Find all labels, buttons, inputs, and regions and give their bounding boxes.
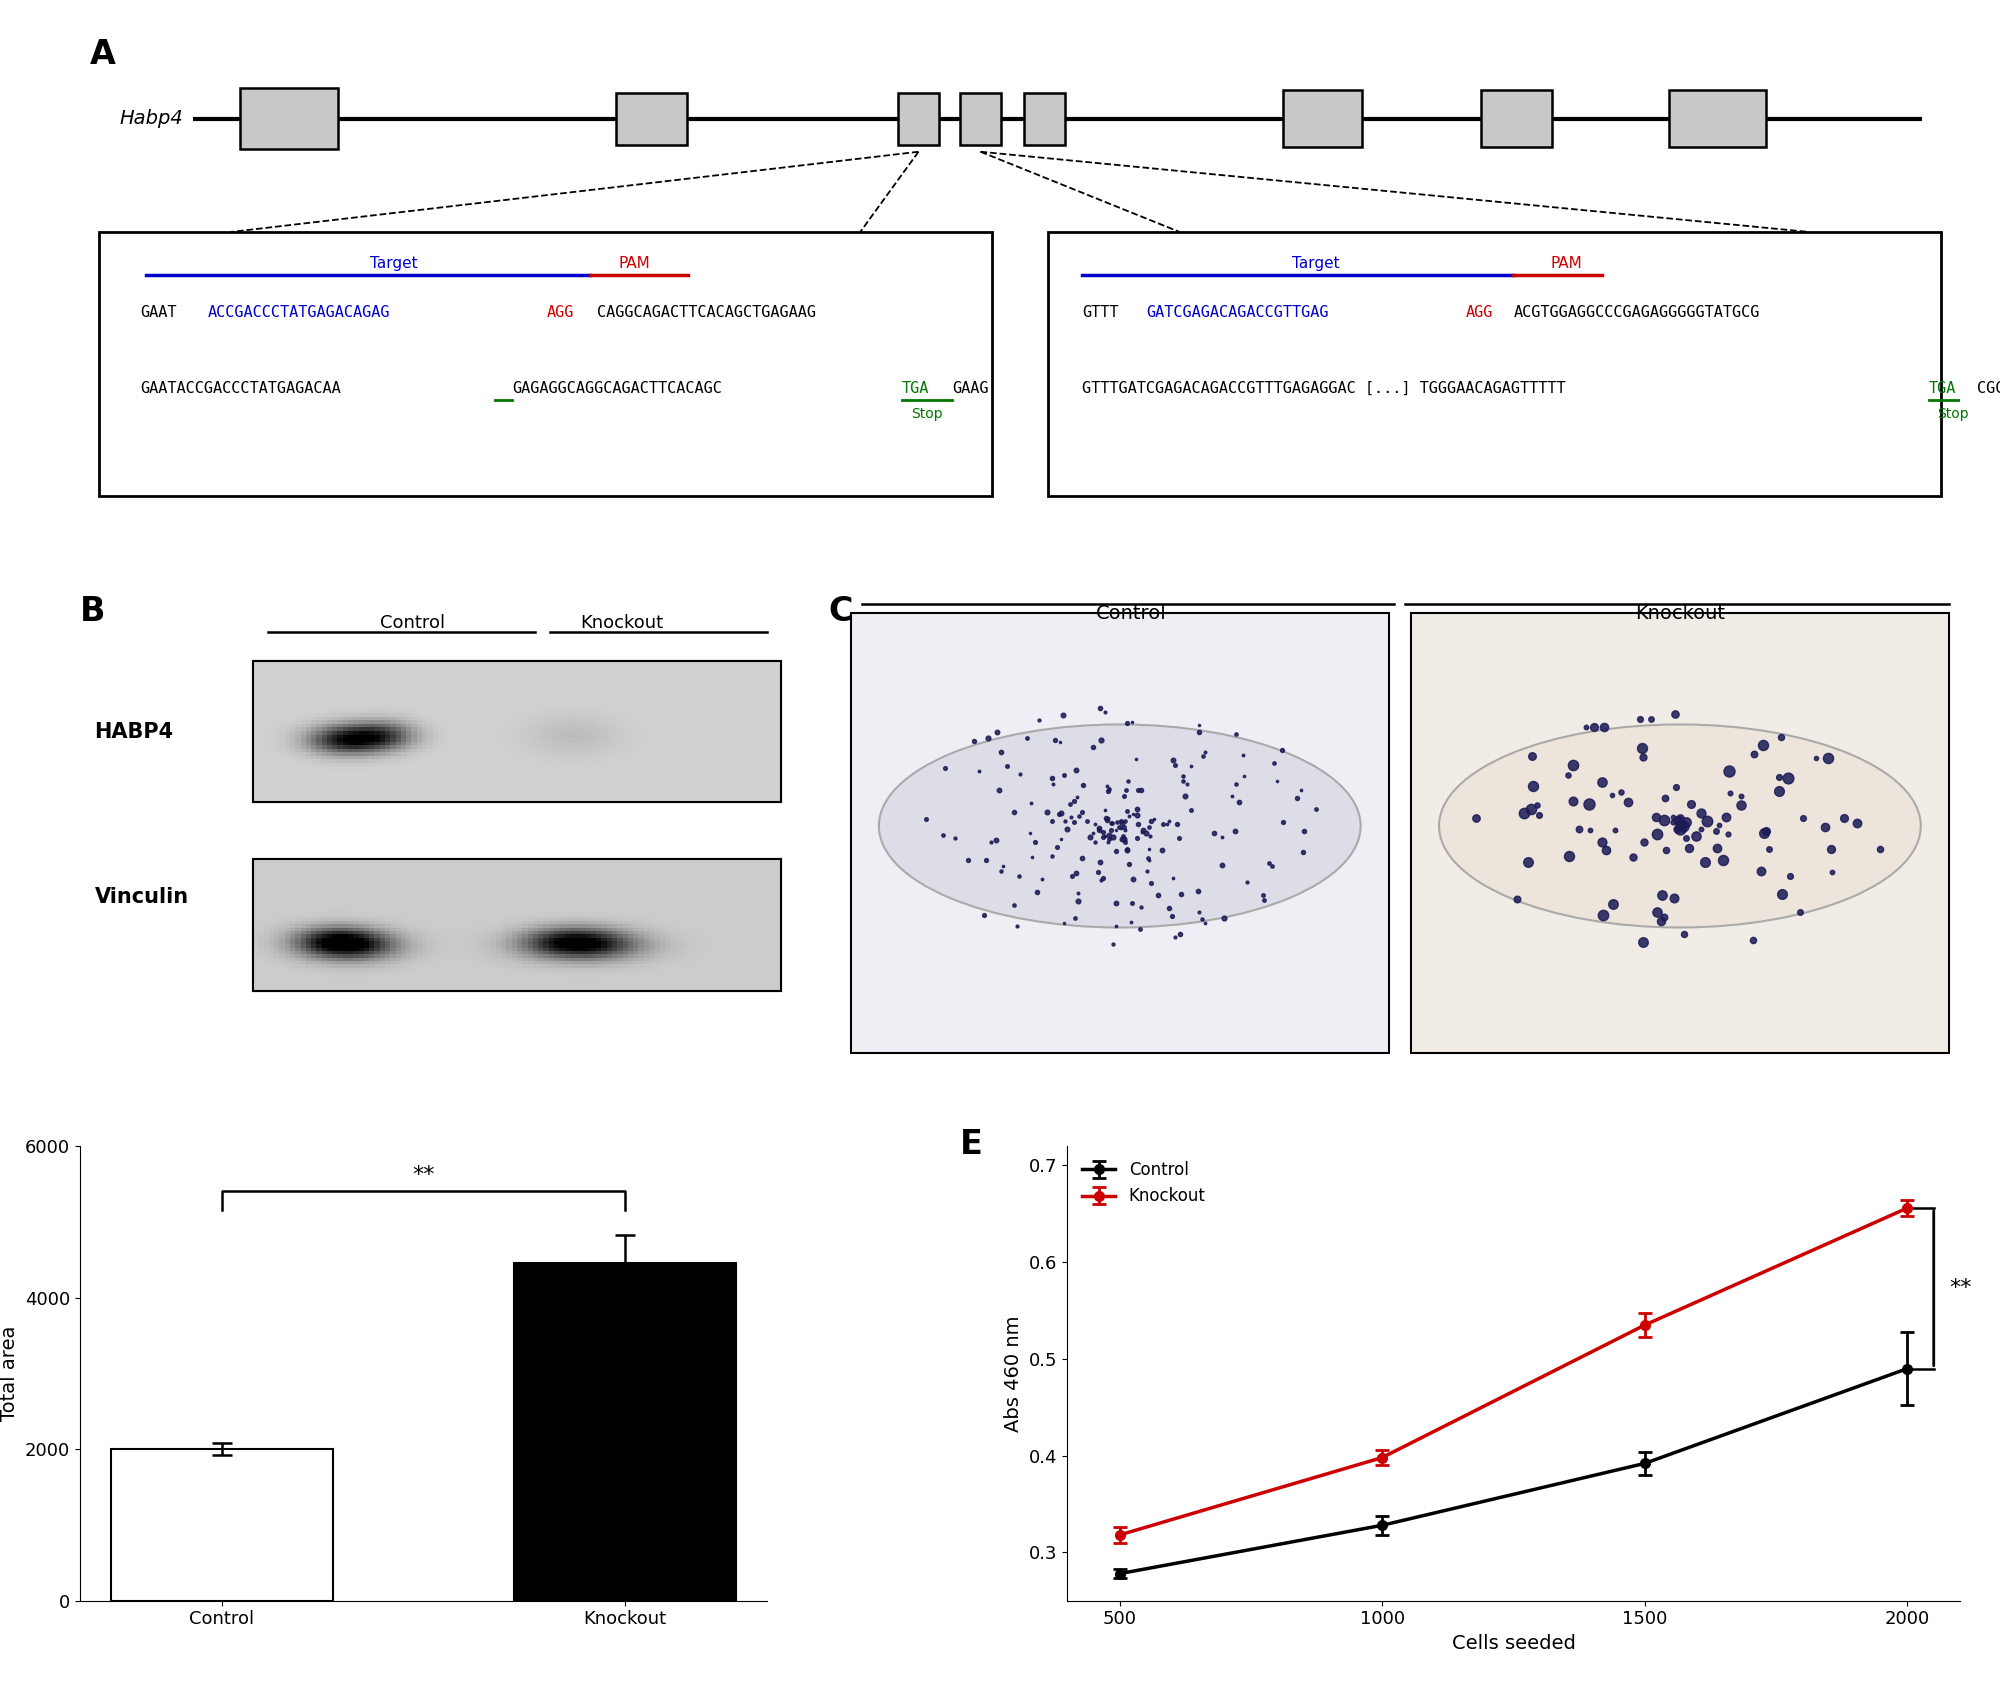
Text: AGG: AGG bbox=[546, 305, 574, 320]
Bar bbox=[1284, 91, 1362, 147]
Text: CGC: CGC bbox=[1976, 381, 2000, 396]
Bar bbox=[254, 661, 782, 802]
Circle shape bbox=[878, 725, 1360, 927]
Bar bbox=[112, 1449, 332, 1601]
Text: Control: Control bbox=[1096, 603, 1166, 623]
Bar bbox=[898, 93, 940, 145]
Bar bbox=[240, 88, 338, 150]
Text: Target: Target bbox=[370, 256, 418, 271]
Bar bbox=[960, 93, 1002, 145]
Text: Control: Control bbox=[380, 615, 446, 632]
Text: C: C bbox=[828, 595, 852, 627]
Bar bbox=[1668, 91, 1766, 147]
X-axis label: Cells seeded: Cells seeded bbox=[1452, 1634, 1576, 1653]
Bar bbox=[254, 661, 782, 802]
Text: Habp4: Habp4 bbox=[120, 110, 184, 128]
Bar bbox=[1412, 613, 1948, 1053]
Text: TGA: TGA bbox=[902, 381, 928, 396]
Bar bbox=[1480, 91, 1552, 147]
Legend: Control, Knockout: Control, Knockout bbox=[1076, 1154, 1212, 1212]
Text: Target: Target bbox=[1292, 256, 1340, 271]
Y-axis label: Abs 460 nm: Abs 460 nm bbox=[1004, 1314, 1024, 1432]
Y-axis label: Total area: Total area bbox=[0, 1326, 20, 1420]
Text: GAATACCGACCCTATGAGACAA: GAATACCGACCCTATGAGACAA bbox=[140, 381, 340, 396]
Text: Knockout: Knockout bbox=[580, 615, 664, 632]
Bar bbox=[514, 1264, 736, 1601]
Text: PAM: PAM bbox=[618, 256, 650, 271]
Text: TGA: TGA bbox=[1928, 381, 1956, 396]
Bar bbox=[1048, 233, 1942, 497]
Bar bbox=[254, 859, 782, 991]
Circle shape bbox=[1440, 725, 1920, 927]
Text: GTTT: GTTT bbox=[1082, 305, 1118, 320]
Bar bbox=[1024, 93, 1066, 145]
Text: GAAT: GAAT bbox=[140, 305, 176, 320]
Text: GTTTGATCGAGACAGACCGTTTGAGAGGAC [...] TGGGAACAGAGTTTTT: GTTTGATCGAGACAGACCGTTTGAGAGGAC [...] TGG… bbox=[1082, 381, 1566, 396]
Text: ACGTGGAGGCCCGAGAGGGGGTATGCG: ACGTGGAGGCCCGAGAGGGGGTATGCG bbox=[1514, 305, 1760, 320]
Text: PAM: PAM bbox=[1550, 256, 1582, 271]
Text: Stop: Stop bbox=[912, 406, 942, 421]
Text: ACCGACCCTATGAGACAGAG: ACCGACCCTATGAGACAGAG bbox=[208, 305, 390, 320]
Text: Stop: Stop bbox=[1938, 406, 1968, 421]
Text: GATCGAGACAGACCGTTGAG: GATCGAGACAGACCGTTGAG bbox=[1146, 305, 1328, 320]
Text: B: B bbox=[80, 595, 106, 627]
Text: **: ** bbox=[1950, 1279, 1972, 1297]
Bar bbox=[98, 233, 992, 497]
Text: **: ** bbox=[412, 1166, 434, 1186]
Text: GAGAGGCAGGCAGACTTCACAGC: GAGAGGCAGGCAGACTTCACAGC bbox=[512, 381, 722, 396]
Text: AGG: AGG bbox=[1466, 305, 1492, 320]
Text: A: A bbox=[90, 39, 116, 71]
Text: Knockout: Knockout bbox=[1634, 603, 1724, 623]
Text: Vinculin: Vinculin bbox=[94, 886, 188, 907]
Text: E: E bbox=[960, 1127, 982, 1161]
Text: CAGGCAGACTTCACAGCTGAGAAG: CAGGCAGACTTCACAGCTGAGAAG bbox=[596, 305, 816, 320]
Text: GAAG: GAAG bbox=[952, 381, 988, 396]
Bar bbox=[254, 859, 782, 991]
Bar bbox=[850, 613, 1388, 1053]
Text: HABP4: HABP4 bbox=[94, 721, 174, 741]
Bar bbox=[616, 93, 688, 145]
